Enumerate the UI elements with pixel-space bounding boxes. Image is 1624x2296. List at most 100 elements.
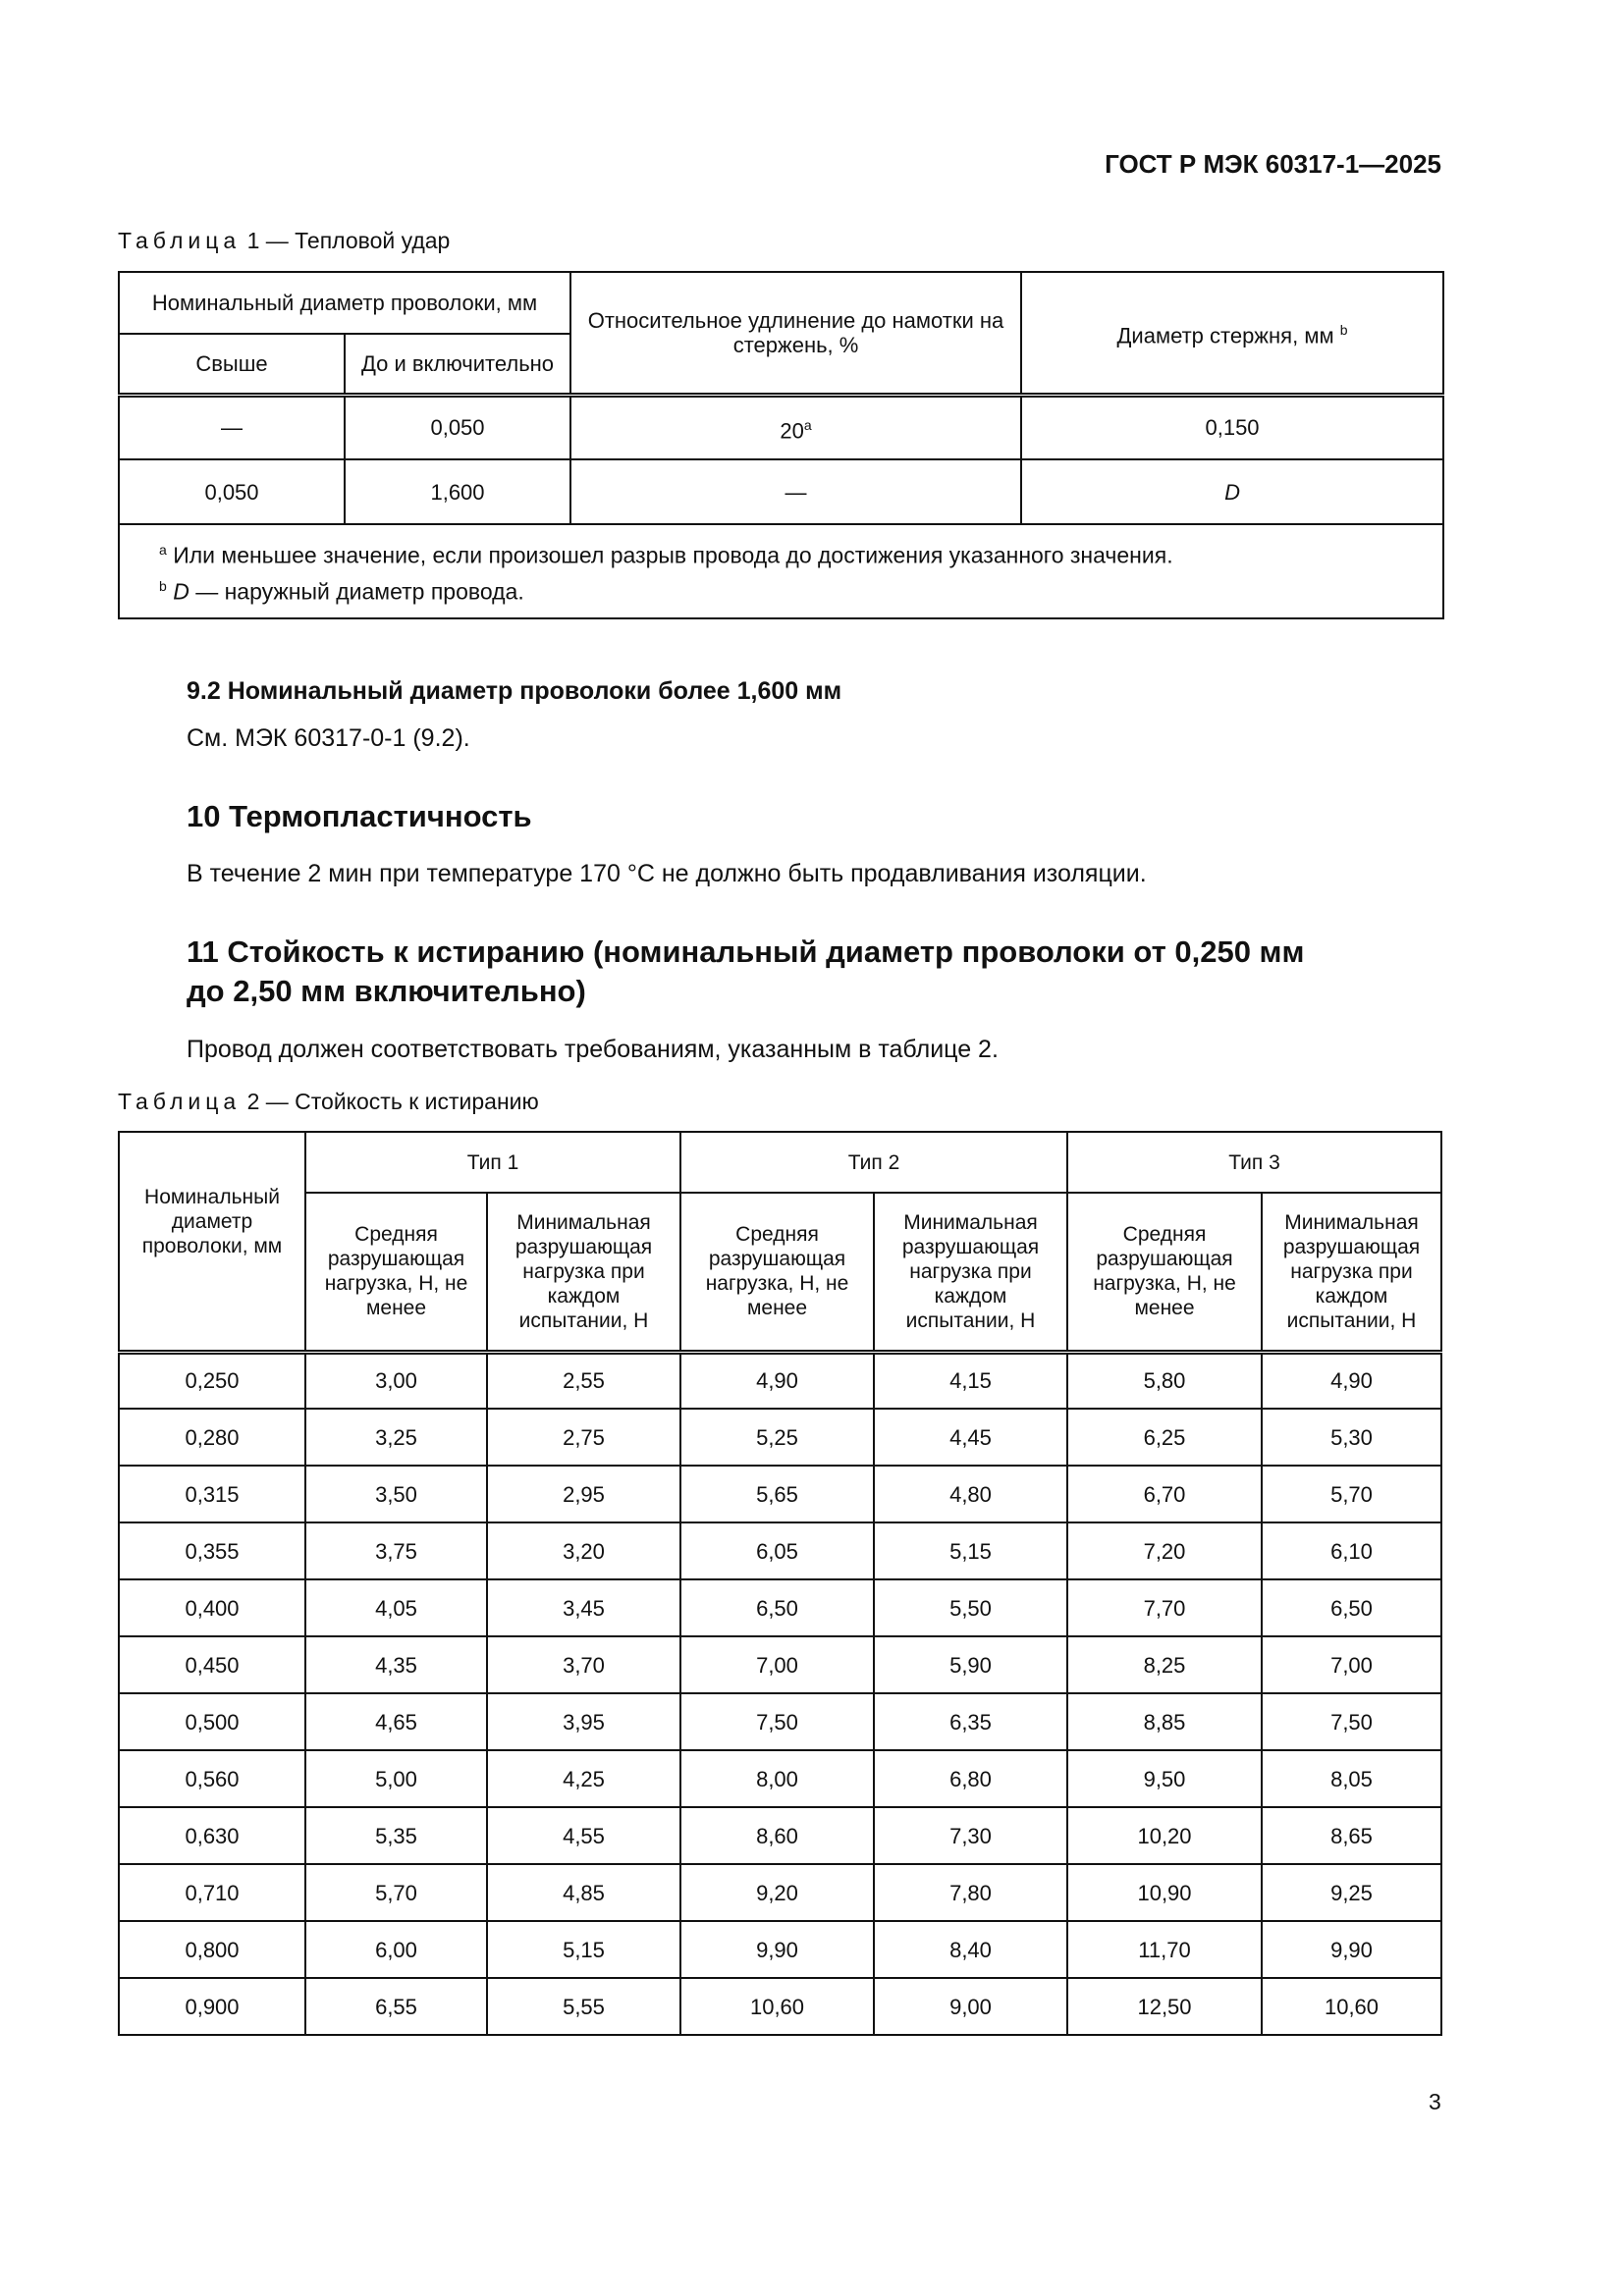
- cell: 0,630: [118, 1806, 306, 1865]
- cell: 6,50: [679, 1578, 875, 1637]
- cell: 5,00: [304, 1749, 488, 1808]
- cell: 6,35: [873, 1692, 1068, 1751]
- cell: 4,90: [1261, 1351, 1442, 1410]
- t2-header-min: Минимальная разрушающая нагрузка при каж…: [1261, 1192, 1442, 1355]
- heading-line: до 2,50 мм включительно): [187, 974, 586, 1008]
- t1-footnotes: a Или меньшее значение, если произошел р…: [117, 523, 1445, 619]
- table-row: 0,800 6,00 5,15 9,90 8,40 11,70 9,90: [118, 1920, 1442, 1979]
- cell: 9,00: [873, 1977, 1068, 2036]
- cell: 4,85: [486, 1863, 681, 1922]
- footnote-symbol: D: [173, 578, 189, 605]
- section-9-2-heading: 9.2 Номинальный диаметр проволоки более …: [187, 677, 842, 705]
- cell: 9,20: [679, 1863, 875, 1922]
- cell: 6,55: [304, 1977, 488, 2036]
- cell: 3,25: [304, 1408, 488, 1467]
- cell-value: 20: [780, 417, 804, 443]
- cell: 9,90: [679, 1920, 875, 1979]
- cell: 5,90: [873, 1635, 1068, 1694]
- section-11-heading: 11 Стойкость к истиранию (номинальный ди…: [187, 933, 1304, 1011]
- t1-header-elongation: Относительное удлинение до намотки на ст…: [569, 271, 1023, 398]
- cell: 6,00: [304, 1920, 488, 1979]
- cell: 7,00: [679, 1635, 875, 1694]
- t2-header-type3: Тип 3: [1066, 1131, 1442, 1194]
- cell: 3,70: [486, 1635, 681, 1694]
- table2-caption: Таблица 2 — Стойкость к истиранию: [118, 1089, 539, 1115]
- cell: 7,20: [1066, 1522, 1263, 1580]
- cell: 8,05: [1261, 1749, 1442, 1808]
- cell: 6,25: [1066, 1408, 1263, 1467]
- cell: 10,60: [679, 1977, 875, 2036]
- cell: 0,150: [1020, 394, 1445, 460]
- cell: 0,500: [118, 1692, 306, 1751]
- footnote-mark: a: [159, 542, 167, 559]
- cell: 0,355: [118, 1522, 306, 1580]
- cell: 3,45: [486, 1578, 681, 1637]
- cell: 9,50: [1066, 1749, 1263, 1808]
- footnote-b: b D — наружный диаметр провода.: [159, 571, 1438, 608]
- cell: 8,85: [1066, 1692, 1263, 1751]
- cell: 0,250: [118, 1351, 306, 1410]
- footnote-a: a Или меньшее значение, если произошел р…: [159, 535, 1438, 571]
- cell: —: [569, 458, 1023, 525]
- t2-header-type2: Тип 2: [679, 1131, 1068, 1194]
- cell: 5,15: [873, 1522, 1068, 1580]
- cell: 9,25: [1261, 1863, 1442, 1922]
- mandrel-label: Диаметр стержня, мм: [1116, 322, 1334, 347]
- footnote-mark: b: [159, 578, 167, 594]
- cell: 10,20: [1066, 1806, 1263, 1865]
- table-row: 0,280 3,25 2,75 5,25 4,45 6,25 5,30: [118, 1408, 1442, 1467]
- cell: 6,05: [679, 1522, 875, 1580]
- section-10-text: В течение 2 мин при температуре 170 °C н…: [187, 860, 1147, 887]
- cell: 7,80: [873, 1863, 1068, 1922]
- cell: 2,95: [486, 1465, 681, 1523]
- section-11-text: Провод должен соответствовать требования…: [187, 1036, 999, 1063]
- cell: 10,60: [1261, 1977, 1442, 2036]
- footnote-mark: a: [803, 416, 812, 433]
- cell: 3,50: [304, 1465, 488, 1523]
- caption-word: Таблица: [118, 228, 242, 253]
- t2-header-avg: Средняя разрушающая нагрузка, Н, не мене…: [679, 1192, 875, 1355]
- footnote-mark: b: [1339, 321, 1348, 338]
- cell: 6,10: [1261, 1522, 1442, 1580]
- cell: —: [118, 394, 346, 460]
- table1: Номинальный диаметр проволоки, мм Относи…: [117, 271, 1445, 619]
- cell: 0,710: [118, 1863, 306, 1922]
- cell: 6,50: [1261, 1578, 1442, 1637]
- caption-text: 2 — Стойкость к истиранию: [241, 1089, 539, 1114]
- table-row: 0,400 4,05 3,45 6,50 5,50 7,70 6,50: [118, 1578, 1442, 1637]
- cell: 5,15: [486, 1920, 681, 1979]
- cell: 3,20: [486, 1522, 681, 1580]
- section-9-2-text: См. МЭК 60317-0-1 (9.2).: [187, 724, 470, 752]
- cell: 4,65: [304, 1692, 488, 1751]
- cell: 0,315: [118, 1465, 306, 1523]
- cell: 4,90: [679, 1351, 875, 1410]
- cell: 0,450: [118, 1635, 306, 1694]
- cell: 8,40: [873, 1920, 1068, 1979]
- table-row: 0,050 1,600 — D: [118, 458, 1445, 525]
- table-row: 0,355 3,75 3,20 6,05 5,15 7,20 6,10: [118, 1522, 1442, 1580]
- cell: 4,35: [304, 1635, 488, 1694]
- cell: 8,60: [679, 1806, 875, 1865]
- cell: 0,400: [118, 1578, 306, 1637]
- cell: 8,00: [679, 1749, 875, 1808]
- cell: 7,50: [679, 1692, 875, 1751]
- cell: 7,00: [1261, 1635, 1442, 1694]
- document-id: ГОСТ Р МЭК 60317-1—2025: [1105, 149, 1441, 179]
- cell: 3,00: [304, 1351, 488, 1410]
- cell: 0,560: [118, 1749, 306, 1808]
- table-row: 0,250 3,00 2,55 4,90 4,15 5,80 4,90: [118, 1351, 1442, 1410]
- table-row: 0,450 4,35 3,70 7,00 5,90 8,25 7,00: [118, 1635, 1442, 1694]
- t2-header-avg: Средняя разрушающая нагрузка, Н, не мене…: [304, 1192, 488, 1355]
- cell: 3,75: [304, 1522, 488, 1580]
- cell: D: [1020, 458, 1445, 525]
- table2: Номинальный диаметр проволоки, мм Тип 1 …: [118, 1131, 1442, 2036]
- page-number: 3: [1429, 2089, 1441, 2114]
- cell: 20a: [569, 394, 1023, 460]
- cell: 5,25: [679, 1408, 875, 1467]
- table1-caption: Таблица 1 — Тепловой удар: [118, 228, 450, 254]
- cell: 5,70: [1261, 1465, 1442, 1523]
- cell: 5,50: [873, 1578, 1068, 1637]
- cell: 1,600: [343, 458, 572, 525]
- cell: 10,90: [1066, 1863, 1263, 1922]
- cell: 3,95: [486, 1692, 681, 1751]
